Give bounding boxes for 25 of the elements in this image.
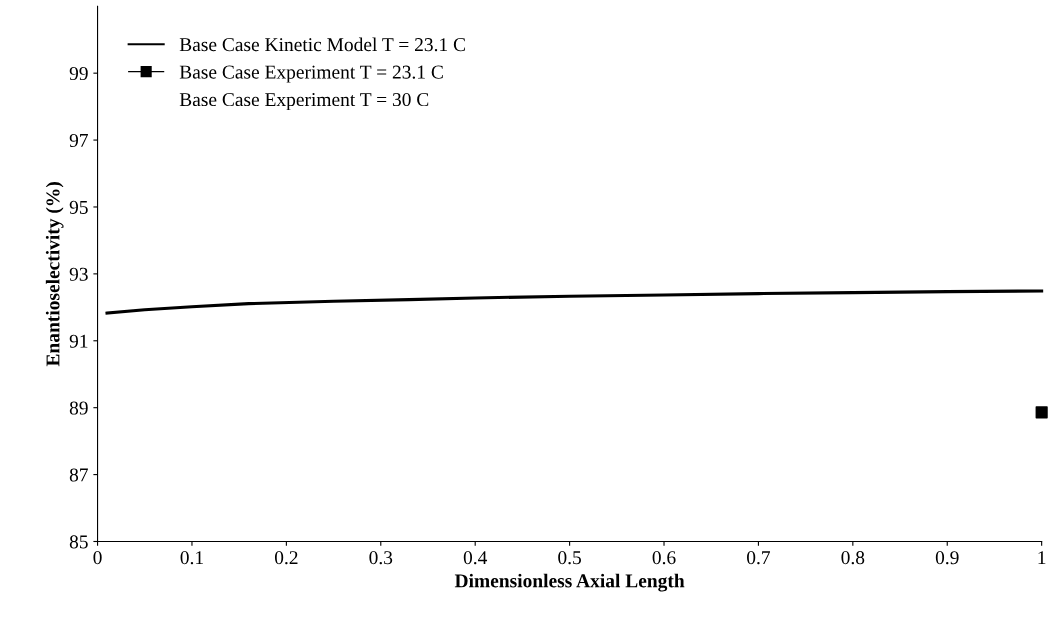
x-tick-label: 0.6: [652, 551, 676, 565]
legend-label: Base Case Experiment T = 23.1 C: [179, 65, 443, 83]
y-tick-label: 91: [69, 334, 88, 348]
y-tick-label: 97: [69, 133, 88, 148]
x-tick-label: 0.1: [180, 551, 203, 565]
y-axis-title: Enantioselectivity (%): [45, 182, 64, 367]
y-tick-label: 95: [69, 200, 88, 214]
legend-label: Base Case Kinetic Model T = 23.1 C: [179, 37, 465, 52]
x-tick-label: 0.7: [747, 551, 771, 565]
y-tick-label: 87: [69, 468, 88, 482]
x-tick-label: 1: [1038, 551, 1046, 565]
y-tick-label: 89: [69, 401, 88, 415]
legend-label: Base Case Experiment T = 30 C: [179, 93, 429, 111]
y-tick-label: 85: [69, 535, 88, 549]
y-tick-label: 99: [69, 67, 88, 81]
x-tick-label: 0.9: [935, 551, 959, 565]
x-tick-label: 0.8: [841, 551, 865, 565]
y-tick-label: 93: [69, 267, 88, 281]
x-tick-label: 0.5: [558, 551, 581, 565]
x-tick-label: 0.2: [274, 551, 298, 565]
x-tick-label: 0.3: [369, 551, 393, 565]
x-axis-title: Dimensionless Axial Length: [454, 573, 685, 592]
line-series: [105, 289, 1044, 315]
x-tick-label: 0.4: [463, 551, 488, 565]
x-tick-label: 0: [93, 551, 102, 565]
